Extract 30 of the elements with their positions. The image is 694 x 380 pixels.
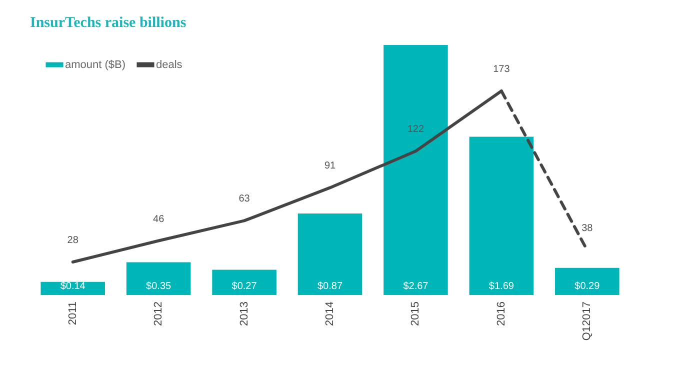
data-label: 28 [67,234,79,246]
legend-label: deals [156,58,183,71]
chart-title: InsurTechs raise billions [30,15,186,31]
data-label: 46 [153,214,165,225]
x-tick-label: 2014 [324,302,336,326]
data-label: $1.69 [488,281,514,292]
bar [298,214,362,295]
data-label: $0.87 [317,281,343,292]
data-label: $0.27 [232,281,258,292]
data-label: $2.67 [403,281,429,292]
x-tick-label: Q12017 [581,302,594,341]
x-tick-label: 2012 [152,302,165,326]
bar [384,45,448,295]
x-tick-label: 2016 [495,302,508,326]
data-label: $0.14 [60,281,86,292]
data-label: 173 [493,64,510,75]
data-label: 122 [407,124,424,136]
bar [555,268,620,295]
data-label: 63 [238,194,250,205]
bar [126,262,191,295]
x-tick-label: 2011 [66,302,79,326]
bar [212,270,276,295]
data-label: $0.29 [574,281,600,292]
data-label: $0.35 [146,281,172,292]
bar [469,136,534,295]
data-label: 91 [324,160,336,172]
legend-label: amount ($B) [65,58,126,71]
x-tick-label: 2015 [410,302,422,326]
x-tick-label: 2013 [238,302,250,326]
data-label: 38 [582,223,594,234]
